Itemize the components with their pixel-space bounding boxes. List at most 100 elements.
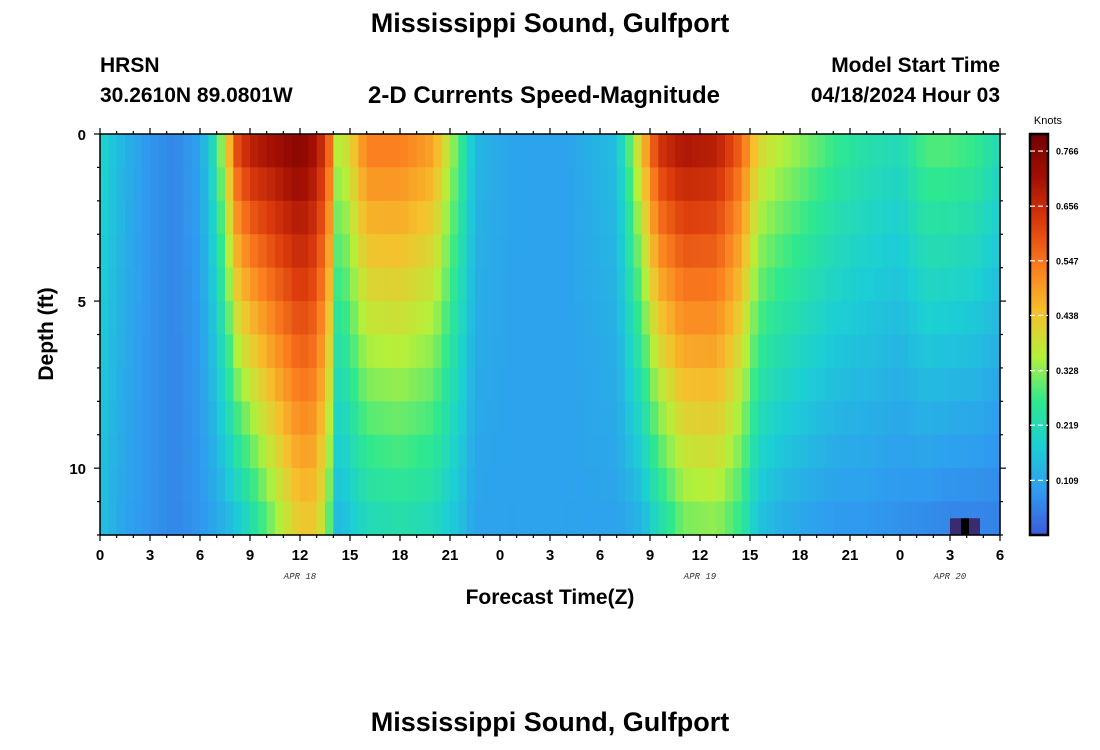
heatmap-cell: [475, 234, 484, 269]
heatmap-cell: [275, 434, 284, 469]
heatmap-cell: [266, 468, 276, 503]
heatmap-cell: [166, 234, 176, 269]
heatmap-cell: [341, 267, 351, 302]
heatmap-cell: [591, 367, 601, 402]
heatmap-cell: [250, 468, 259, 503]
heatmap-cell: [150, 434, 159, 469]
heatmap-cell: [708, 468, 718, 503]
heatmap-cell: [416, 501, 426, 536]
heatmap-cell: [441, 401, 451, 436]
heatmap-cell: [508, 367, 518, 402]
x-tick-label: 18: [392, 547, 409, 564]
colorbar-units: Knots: [1034, 115, 1063, 127]
heatmap-cell: [958, 434, 968, 469]
heatmap-cell: [758, 234, 768, 269]
heatmap-cell: [375, 434, 384, 469]
heatmap-cell: [800, 501, 809, 536]
x-tick-label: 0: [896, 547, 904, 564]
heatmap-cell: [316, 468, 326, 503]
heatmap-cell: [775, 334, 784, 369]
heatmap-cell: [108, 134, 118, 169]
heatmap-cell: [166, 501, 176, 536]
heatmap-cell: [400, 401, 409, 436]
heatmap-cell: [666, 234, 676, 269]
heatmap-cell: [566, 367, 576, 402]
heatmap-cell: [525, 334, 534, 369]
heatmap-cell: [783, 134, 793, 169]
heatmap-cell: [200, 468, 209, 503]
heatmap-cell: [150, 234, 159, 269]
heatmap-cell: [508, 301, 518, 336]
heatmap-cell: [775, 234, 784, 269]
heatmap-cell: [716, 200, 726, 235]
heatmap-cell: [608, 301, 618, 336]
heatmap-cell: [691, 301, 701, 336]
heatmap-cell: [816, 301, 826, 336]
heatmap-cell: [850, 134, 859, 169]
heatmap-cell: [608, 134, 618, 169]
heatmap-cell: [350, 200, 359, 235]
heatmap-cell: [325, 301, 334, 336]
heatmap-cell: [358, 167, 368, 202]
heatmap-cell: [633, 234, 643, 269]
heatmap-cell: [650, 134, 659, 169]
heatmap-cell: [450, 167, 459, 202]
heatmap-cell: [866, 134, 876, 169]
heatmap-cell: [891, 367, 901, 402]
heatmap-cell: [741, 234, 751, 269]
heatmap-cell: [491, 167, 501, 202]
heatmap-cell: [841, 334, 851, 369]
heatmap-cell: [475, 301, 484, 336]
heatmap-cell: [625, 501, 634, 536]
heatmap-cell: [541, 434, 551, 469]
x-tick-label: 6: [596, 547, 604, 564]
heatmap-cell: [800, 200, 809, 235]
heatmap-cell: [525, 134, 534, 169]
heatmap-cell: [975, 401, 984, 436]
heatmap-cell: [983, 301, 993, 336]
heatmap-cell: [616, 434, 626, 469]
heatmap-cell: [166, 301, 176, 336]
heatmap-cell: [608, 167, 618, 202]
heatmap-cell: [816, 167, 826, 202]
heatmap-cell: [225, 401, 234, 436]
x-tick-label: 15: [342, 547, 359, 564]
heatmap-cell: [866, 401, 876, 436]
heatmap-cell: [375, 501, 384, 536]
heatmap-cell: [175, 367, 184, 402]
heatmap-cell: [400, 234, 409, 269]
heatmap-cell: [391, 234, 401, 269]
heatmap-cell: [858, 301, 868, 336]
heatmap-cell: [800, 334, 809, 369]
heatmap-cell: [941, 200, 951, 235]
heatmap-cell: [633, 468, 643, 503]
heatmap-cell: [725, 301, 734, 336]
heatmap-cell: [383, 434, 393, 469]
heatmap-cell: [250, 267, 259, 302]
heatmap-cell: [633, 334, 643, 369]
heatmap-cell: [625, 200, 634, 235]
heatmap-cell: [758, 501, 768, 536]
heatmap-cell: [958, 267, 968, 302]
heatmap-cell: [841, 267, 851, 302]
heatmap-cell: [200, 167, 209, 202]
heatmap-cell: [108, 401, 118, 436]
heatmap-cell: [250, 367, 259, 402]
heatmap-cell: [358, 434, 368, 469]
heatmap-cell: [583, 267, 593, 302]
heatmap-cell: [808, 134, 818, 169]
heatmap-cell: [750, 200, 759, 235]
heatmap-cell: [816, 267, 826, 302]
heatmap-cell: [208, 200, 218, 235]
heatmap-cell: [100, 200, 109, 235]
heatmap-cell: [166, 434, 176, 469]
heatmap-cell: [133, 267, 143, 302]
heatmap-cell: [425, 267, 434, 302]
heatmap-cell: [525, 468, 534, 503]
heatmap-cell: [433, 134, 443, 169]
heatmap-cell: [908, 167, 918, 202]
heatmap-cell: [458, 401, 468, 436]
heatmap-cell: [150, 501, 159, 536]
heatmap-cell: [616, 468, 626, 503]
heatmap-cell: [291, 501, 301, 536]
